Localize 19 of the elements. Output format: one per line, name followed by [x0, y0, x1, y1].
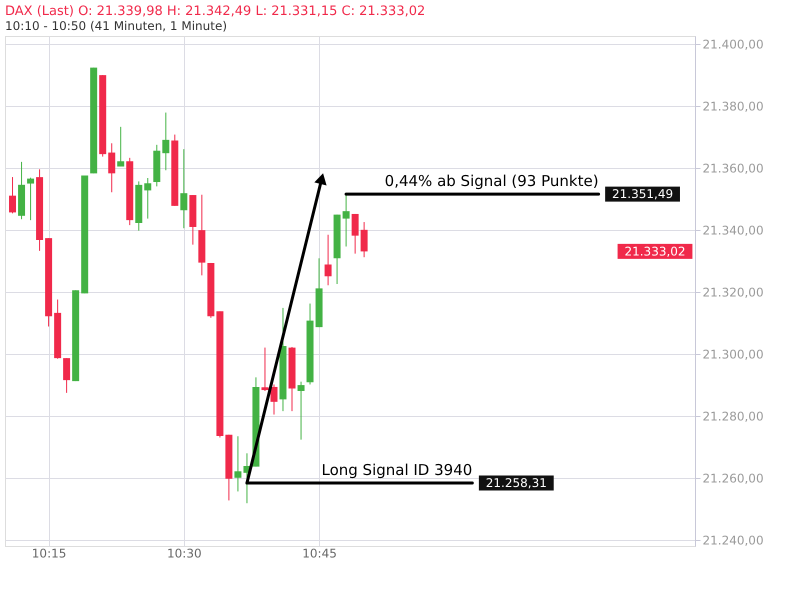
x-tick-label: 10:30	[167, 546, 202, 560]
y-tick-label: 21.340,00	[702, 223, 764, 238]
y-tick-label: 21.240,00	[702, 533, 764, 548]
x-tick-label: 10:15	[32, 546, 66, 560]
text: 21.333,02	[624, 244, 686, 258]
data-label: 21.351,49	[612, 187, 674, 202]
annotation: Long Signal ID 3940	[321, 461, 472, 480]
y-tick-label: 21.280,00	[702, 409, 764, 424]
data-label: 21.258,31	[486, 476, 547, 490]
y-tick-label: 21.360,00	[702, 161, 764, 176]
y-tick-label: 21.400,00	[702, 37, 764, 52]
annotation: 0,44% ab Signal (93 Punkte)	[384, 172, 599, 190]
y-tick-label: 21.380,00	[702, 99, 764, 114]
chart-title: DAX (Last) O: 21.339,98 H: 21.342,49 L: 21.331,15 C: 21.333,02	[5, 4, 426, 19]
chart-subtitle: 10:10 - 10:50 (41 Minuten, 1 Minute)	[5, 19, 228, 33]
y-tick-label: 21.260,00	[702, 471, 764, 486]
y-tick-label: 21.320,00	[702, 285, 764, 300]
y-tick-label: 21.300,00	[702, 347, 764, 362]
x-tick-label: 10:45	[302, 546, 337, 560]
